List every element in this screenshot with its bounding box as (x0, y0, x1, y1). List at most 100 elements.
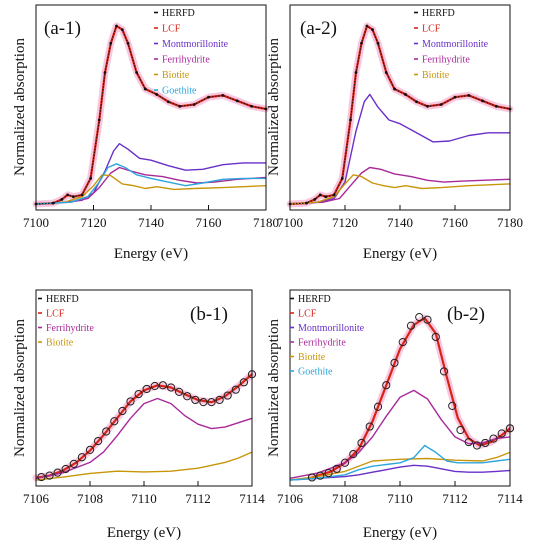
herfd-point (357, 438, 366, 448)
series-ferrihydrite-b-1 (35, 397, 253, 480)
series-lcf-a-1 (35, 24, 267, 206)
x-ticks-b-2: 7106 7108 7110 7112 7114 (277, 481, 523, 506)
panel-label-b-2: (b-2) (447, 304, 485, 325)
herfd-point (158, 381, 167, 390)
legend-label-biotite: Biotite (46, 338, 74, 349)
legend-a-2: HERFD LCF Montmorillonite Ferrihydrite Bioti… (414, 8, 489, 81)
series-herfd-b-1 (37, 370, 257, 482)
series-biotite-b-2 (289, 451, 511, 481)
plot-area-b-2 (289, 313, 515, 482)
herfd-point (497, 429, 506, 438)
x-tick-label: 7106 (277, 491, 304, 506)
x-tick-label: 7106 (23, 491, 50, 506)
x-tick-label: 7140 (138, 215, 164, 230)
herfd-point (489, 434, 498, 443)
x-tick-label: 7110 (387, 491, 413, 506)
x-axis-label-b-1: Energy (eV) (107, 525, 181, 541)
herfd-point (365, 422, 374, 431)
legend-label-lcf: LCF (298, 309, 317, 320)
legend-label-biotite: Biotite (422, 70, 450, 81)
series-montmorillonite-b-2 (289, 464, 511, 481)
herfd-point (183, 392, 192, 401)
plot-area-b-1 (32, 370, 257, 482)
series-ferrihydrite-a-2 (289, 166, 511, 205)
herfd-point (340, 458, 350, 467)
herfd-point (166, 383, 176, 392)
herfd-point (191, 395, 200, 405)
series-goethite-a-1 (35, 163, 266, 205)
herfd-point (37, 472, 46, 482)
herfd-point (324, 469, 333, 478)
legend-label-montmorillonite: Montmorillonite (162, 39, 229, 50)
y-axis-label-a-2: Normalized absorption (266, 38, 282, 176)
series-lcf-a-2 (289, 24, 511, 206)
herfd-point (77, 453, 87, 462)
herfd-point (150, 381, 159, 391)
herfd-point (373, 402, 383, 411)
herfd-point (481, 438, 490, 448)
legend-label-herfd: HERFD (298, 294, 331, 305)
y-axis-label-b-2: Normalized absorption (266, 319, 282, 457)
herfd-point (382, 381, 391, 390)
series-biotite-a-2 (289, 174, 511, 205)
x-tick-label: 7108 (77, 491, 103, 506)
herfd-point (85, 445, 95, 454)
series-ferrihydrite-b-2 (289, 389, 511, 479)
x-tick-label: 7112 (185, 491, 211, 506)
herfd-point (142, 384, 151, 394)
herfd-point (415, 313, 424, 322)
herfd-point (448, 401, 457, 410)
x-tick-label: 7110 (131, 491, 157, 506)
panel-a-2: (a-2) Normalized absorption Energy (eV) … (266, 4, 523, 262)
x-axis-label-a-2: Energy (eV) (363, 246, 437, 262)
x-tick-label: 7180 (253, 215, 279, 230)
panel-label-a-2: (a-2) (300, 18, 337, 39)
herfd-point (324, 195, 328, 199)
herfd-point (110, 417, 119, 426)
herfd-trace (35, 25, 267, 205)
herfd-trace (289, 25, 511, 205)
herfd-point (307, 473, 317, 482)
herfd-point (467, 93, 471, 97)
herfd-point (118, 406, 127, 416)
herfd-point (94, 436, 103, 446)
herfd-point (45, 471, 54, 480)
herfd-point (221, 93, 225, 97)
herfd-point (134, 389, 143, 399)
herfd-point (332, 464, 341, 473)
panel-label-b-1: (b-1) (190, 304, 228, 325)
herfd-point (175, 387, 184, 396)
x-tick-label: 7100 (277, 215, 303, 230)
herfd-point (231, 385, 240, 394)
herfd-point (472, 441, 482, 450)
series-biotite-a-1 (35, 174, 267, 205)
series-biotite-b-1 (35, 451, 253, 481)
legend-a-1: HERFD LCF Montmorillonite Ferrihydrite Bioti… (154, 8, 229, 97)
x-ticks-a-1: 7100 7120 7140 7160 7180 (23, 205, 279, 230)
legend-label-ferrihydrite: Ferrihydrite (298, 338, 346, 349)
x-tick-label: 7100 (23, 215, 49, 230)
legend-label-biotite: Biotite (298, 352, 326, 363)
herfd-point (398, 338, 407, 347)
legend-label-lcf: LCF (46, 309, 65, 320)
x-ticks-a-2: 7100 7120 7140 7160 7180 (277, 205, 523, 230)
herfd-point (69, 459, 78, 468)
herfd-point (464, 437, 473, 447)
series-herfd-a-2 (288, 24, 512, 206)
herfd-point (223, 391, 232, 400)
legend-label-ferrihydrite: Ferrihydrite (162, 55, 210, 66)
herfd-point (239, 378, 248, 387)
legend-label-montmorillonite: Montmorillonite (298, 323, 365, 334)
lcf-halo-a-1 (32, 22, 270, 208)
y-axis-label-a-1: Normalized absorption (12, 38, 28, 176)
herfd-point (305, 201, 308, 205)
x-ticks-b-1: 7106 7108 7110 7112 7114 (23, 481, 265, 506)
panel-a-1: (a-1) Normalized absorption Energy (eV) … (12, 4, 279, 262)
legend-b-1: HERFD LCF Ferrihydrite Biotite (38, 294, 94, 349)
herfd-point (431, 332, 440, 342)
legend-label-biotite: Biotite (162, 70, 190, 81)
plot-area-a-1 (32, 22, 270, 208)
x-tick-label: 7120 (332, 215, 358, 230)
herfd-point (406, 321, 416, 330)
